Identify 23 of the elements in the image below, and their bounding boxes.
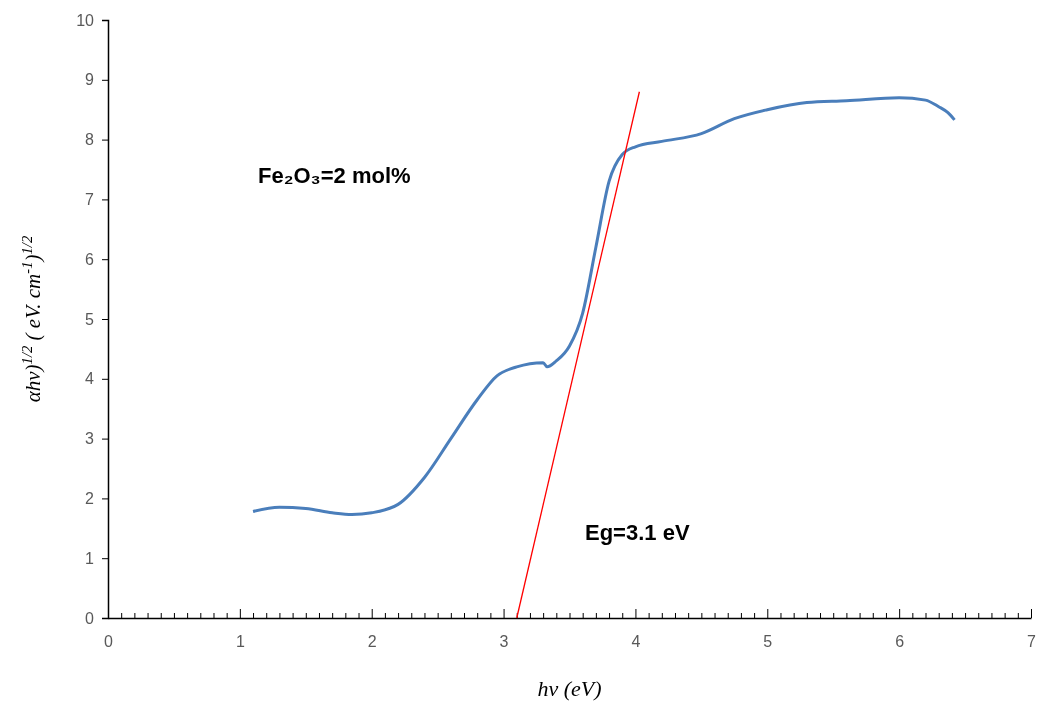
annotation: Eg=3.1 eV [585,520,690,545]
line-series [251,96,957,517]
x-tick-label: 7 [1027,633,1037,651]
x-tick-label: 5 [763,633,773,651]
x-tick-label: 2 [367,633,377,651]
annotation: Fe₂O₃=2 mol% [258,163,411,188]
y-tick-label: 3 [85,430,95,448]
x-tick-label: 3 [499,633,509,651]
y-tick-label: 9 [85,71,95,89]
x-tick-label: 4 [631,633,641,651]
y-tick-label: 8 [85,131,95,149]
y-tick-label: 5 [85,310,95,328]
x-tick-label: 0 [104,633,114,651]
y-tick-label: 7 [85,191,95,209]
y-tick-label: 2 [85,490,95,508]
x-tick-label: 6 [895,633,905,651]
x-axis-title: hν (eV) [537,676,602,701]
y-tick-label: 10 [76,11,95,29]
y-tick-label: 4 [85,370,95,388]
y-tick-label: 1 [85,549,95,567]
y-tick-label: 0 [85,609,95,627]
y-tick-label: 6 [85,250,95,268]
x-tick-label: 1 [235,633,245,651]
